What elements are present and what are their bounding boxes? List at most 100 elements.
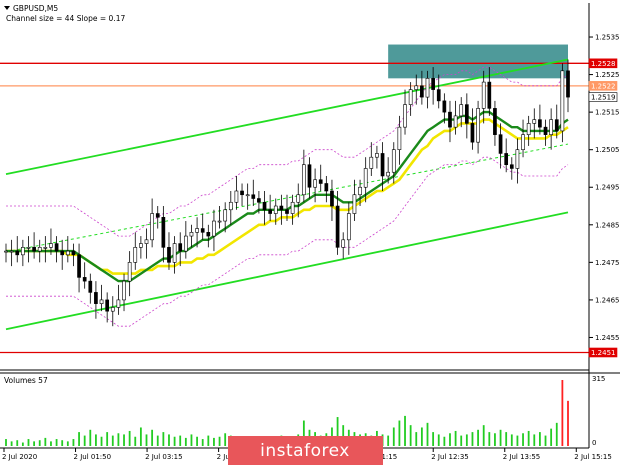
candle-body[interactable] xyxy=(521,134,525,150)
candle-body[interactable] xyxy=(397,126,402,150)
candle-body[interactable] xyxy=(223,209,228,222)
candle-body[interactable] xyxy=(82,277,87,282)
candle-body[interactable] xyxy=(200,228,205,233)
candle-body[interactable] xyxy=(189,232,194,237)
candle-body[interactable] xyxy=(94,292,98,304)
candle-body[interactable] xyxy=(155,213,160,218)
candle-body[interactable] xyxy=(296,194,301,203)
candle-body[interactable] xyxy=(9,250,14,253)
candle-body[interactable] xyxy=(369,156,374,169)
candle-body[interactable] xyxy=(481,81,486,109)
candle-body[interactable] xyxy=(442,100,447,113)
candle-body[interactable] xyxy=(21,247,25,256)
candle-body[interactable] xyxy=(346,213,351,241)
candles-layer[interactable] xyxy=(4,59,570,327)
candle-body[interactable] xyxy=(498,134,503,154)
candle-body[interactable] xyxy=(375,153,379,158)
candle-body[interactable] xyxy=(515,149,520,169)
candle-body[interactable] xyxy=(448,111,452,128)
candle-body[interactable] xyxy=(414,85,419,90)
candle-body[interactable] xyxy=(403,104,407,128)
candle-body[interactable] xyxy=(504,153,509,166)
candle-body[interactable] xyxy=(459,104,464,117)
candle-body[interactable] xyxy=(408,89,413,105)
candle-body[interactable] xyxy=(285,209,289,214)
candle-body[interactable] xyxy=(234,190,239,203)
candle-body[interactable] xyxy=(560,70,565,132)
candle-body[interactable] xyxy=(543,126,548,135)
candle-body[interactable] xyxy=(65,250,70,256)
candle-body[interactable] xyxy=(302,164,306,196)
candle-body[interactable] xyxy=(566,70,570,98)
candle-body[interactable] xyxy=(217,220,222,223)
candle-body[interactable] xyxy=(313,179,317,188)
candle-body[interactable] xyxy=(436,89,441,102)
candle-body[interactable] xyxy=(341,239,346,248)
candle-body[interactable] xyxy=(127,262,132,282)
candle-body[interactable] xyxy=(324,183,329,192)
candle-body[interactable] xyxy=(476,108,480,143)
candle-body[interactable] xyxy=(257,198,261,203)
candle-body[interactable] xyxy=(183,235,188,252)
candle-body[interactable] xyxy=(54,243,59,252)
candle-body[interactable] xyxy=(161,216,166,248)
candle-body[interactable] xyxy=(116,299,121,308)
candle-body[interactable] xyxy=(15,250,20,256)
candle-body[interactable] xyxy=(110,307,115,312)
candle-body[interactable] xyxy=(195,228,199,233)
candle-body[interactable] xyxy=(554,119,559,132)
candle-body[interactable] xyxy=(43,247,48,249)
candle-body[interactable] xyxy=(262,201,267,211)
candle-body[interactable] xyxy=(144,239,149,244)
candle-body[interactable] xyxy=(526,123,531,135)
candle-body[interactable] xyxy=(172,243,177,263)
candle-body[interactable] xyxy=(105,299,110,312)
candle-body[interactable] xyxy=(240,190,244,196)
candle-body[interactable] xyxy=(279,205,284,211)
candle-body[interactable] xyxy=(150,213,154,241)
dropdown-triangle-icon[interactable] xyxy=(4,6,10,10)
candle-body[interactable] xyxy=(206,232,211,237)
candle-body[interactable] xyxy=(26,247,31,249)
candle-body[interactable] xyxy=(245,194,250,197)
candle-body[interactable] xyxy=(420,85,424,98)
candle-body[interactable] xyxy=(178,243,183,252)
candle-body[interactable] xyxy=(453,115,458,128)
candle-body[interactable] xyxy=(139,243,143,248)
candle-body[interactable] xyxy=(251,194,256,199)
candle-body[interactable] xyxy=(268,209,272,214)
candle-body[interactable] xyxy=(358,186,362,196)
candle-body[interactable] xyxy=(493,108,497,135)
candle-body[interactable] xyxy=(167,247,171,263)
candle-body[interactable] xyxy=(509,164,514,169)
candle-body[interactable] xyxy=(549,119,553,135)
candle-body[interactable] xyxy=(122,280,126,301)
candle-body[interactable] xyxy=(431,78,435,90)
candle-body[interactable] xyxy=(99,299,104,304)
candle-body[interactable] xyxy=(363,168,368,188)
candle-body[interactable] xyxy=(88,280,93,293)
candle-body[interactable] xyxy=(330,190,334,207)
candle-body[interactable] xyxy=(212,220,216,237)
candle-body[interactable] xyxy=(464,104,469,124)
candle-body[interactable] xyxy=(228,201,233,211)
candle-body[interactable] xyxy=(4,250,8,253)
candle-body[interactable] xyxy=(32,247,36,252)
candle-body[interactable] xyxy=(538,119,542,128)
candle-body[interactable] xyxy=(290,201,295,214)
candle-body[interactable] xyxy=(380,153,385,177)
candle-body[interactable] xyxy=(71,250,76,256)
candle-body[interactable] xyxy=(335,205,340,248)
candle-body[interactable] xyxy=(532,119,537,124)
candle-body[interactable] xyxy=(425,78,430,98)
candle-body[interactable] xyxy=(37,247,42,252)
candle-body[interactable] xyxy=(391,149,396,173)
candle-body[interactable] xyxy=(386,171,391,177)
candle-body[interactable] xyxy=(318,179,323,184)
candle-body[interactable] xyxy=(273,205,278,214)
candle-body[interactable] xyxy=(352,194,357,214)
candle-body[interactable] xyxy=(307,164,312,188)
candle-body[interactable] xyxy=(470,123,475,143)
candle-body[interactable] xyxy=(133,247,138,263)
